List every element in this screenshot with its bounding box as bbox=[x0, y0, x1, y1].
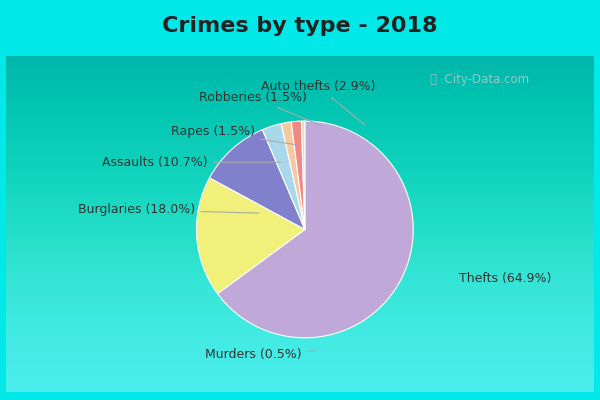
Text: Thefts (64.9%): Thefts (64.9%) bbox=[459, 272, 551, 285]
Text: Auto thefts (2.9%): Auto thefts (2.9%) bbox=[260, 80, 375, 125]
Text: Robberies (1.5%): Robberies (1.5%) bbox=[199, 91, 320, 125]
Text: Rapes (1.5%): Rapes (1.5%) bbox=[171, 125, 295, 144]
Text: Burglaries (18.0%): Burglaries (18.0%) bbox=[78, 204, 259, 216]
Wedge shape bbox=[291, 121, 305, 230]
Wedge shape bbox=[196, 178, 305, 294]
Wedge shape bbox=[301, 121, 305, 230]
Text: Assaults (10.7%): Assaults (10.7%) bbox=[103, 156, 280, 169]
Wedge shape bbox=[262, 124, 305, 230]
Text: Crimes by type - 2018: Crimes by type - 2018 bbox=[162, 16, 438, 36]
Text: ⓘ  City-Data.com: ⓘ City-Data.com bbox=[430, 74, 530, 86]
Text: Murders (0.5%): Murders (0.5%) bbox=[205, 348, 316, 360]
Wedge shape bbox=[209, 130, 305, 230]
Wedge shape bbox=[281, 122, 305, 230]
Wedge shape bbox=[218, 121, 413, 338]
